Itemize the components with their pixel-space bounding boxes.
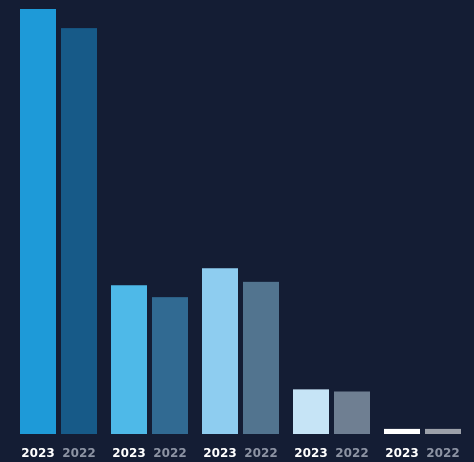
x-tick-label: 2022: [426, 446, 459, 460]
x-tick-label: 2023: [203, 446, 236, 460]
bar-2022-group-1: [61, 28, 97, 434]
x-tick-label: 2023: [112, 446, 145, 460]
x-tick-label: 2022: [335, 446, 368, 460]
bar-2022-group-2: [152, 297, 188, 434]
x-tick-label: 2023: [21, 446, 54, 460]
bar-2023-group-1: [20, 9, 56, 434]
bar-2023-group-5: [384, 428, 420, 434]
bar-2022-group-4: [334, 391, 370, 434]
x-tick-label: 2022: [244, 446, 277, 460]
x-tick-label: 2023: [385, 446, 418, 460]
bars-layer: [20, 9, 461, 434]
x-tick-label: 2023: [294, 446, 327, 460]
bar-2023-group-3: [202, 268, 238, 434]
bar-2022-group-3: [243, 281, 279, 434]
x-tick-label: 2022: [153, 446, 186, 460]
bar-2023-group-4: [293, 389, 329, 434]
tick-labels-layer: 2023 2022 2023 2022 2023 2022 2023 2022 2023 2022: [21, 446, 459, 460]
bar-2022-group-5: [425, 428, 461, 434]
bar-2023-group-2: [111, 285, 147, 434]
x-tick-label: 2022: [62, 446, 95, 460]
